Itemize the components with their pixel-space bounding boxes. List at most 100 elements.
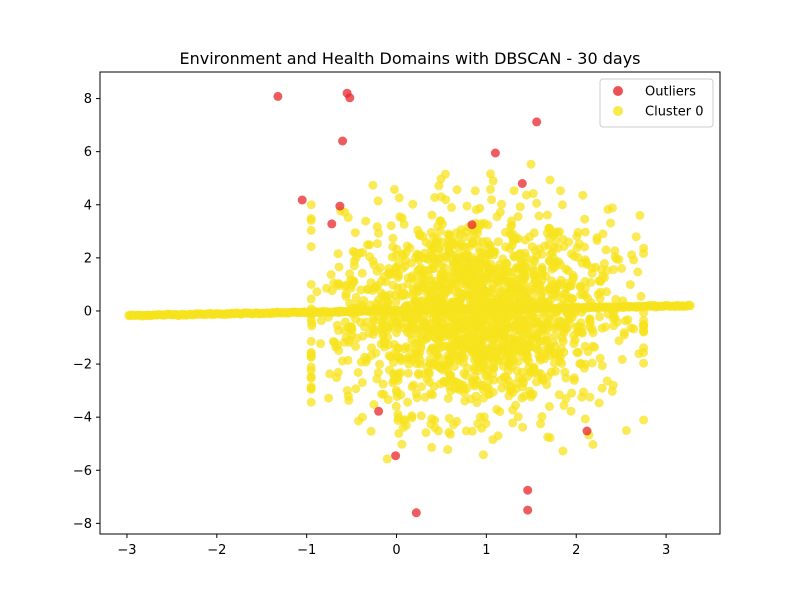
cluster-0-point xyxy=(639,415,649,425)
cluster-0-point xyxy=(578,304,588,314)
cluster-0-point xyxy=(621,316,630,326)
cluster-0-point xyxy=(401,342,411,352)
cluster-0-point xyxy=(350,314,360,324)
cluster-0-point xyxy=(508,343,518,353)
cluster-0-point xyxy=(500,329,510,339)
x-tick-label: 0 xyxy=(392,543,400,558)
cluster-0-point xyxy=(529,266,539,276)
cluster-0-point xyxy=(443,445,453,455)
cluster-0-point xyxy=(444,235,454,245)
cluster-0-point xyxy=(472,325,482,335)
cluster-0-point xyxy=(382,454,392,464)
points-layer xyxy=(124,88,695,518)
cluster-0-point xyxy=(523,372,532,382)
cluster-0-point xyxy=(426,227,436,237)
cluster-0-point xyxy=(530,246,540,256)
cluster-0-point xyxy=(366,351,376,360)
cluster-0-point xyxy=(421,428,431,438)
cluster-0-point xyxy=(431,315,441,325)
cluster-0-point xyxy=(513,292,523,301)
cluster-0-point xyxy=(512,366,522,376)
cluster-0-point xyxy=(461,278,471,288)
cluster-0-point xyxy=(401,303,411,313)
cluster-0-point xyxy=(369,400,379,409)
cluster-0-point xyxy=(312,287,322,297)
cluster-0-point xyxy=(514,373,524,383)
cluster-0-point xyxy=(639,347,649,357)
cluster-0-point xyxy=(631,232,641,242)
cluster-0-point xyxy=(353,368,363,377)
cluster-0-point xyxy=(505,244,515,253)
outlier-point xyxy=(391,451,401,461)
cluster-0-point xyxy=(554,349,563,359)
cluster-0-point xyxy=(334,308,344,318)
legend-label-cluster-0: Cluster 0 xyxy=(645,105,704,120)
cluster-0-point xyxy=(441,195,451,205)
cluster-0-point xyxy=(368,180,378,190)
cluster-0-point xyxy=(603,205,613,214)
cluster-0-point xyxy=(412,393,422,403)
cluster-0-point xyxy=(610,305,620,315)
cluster-0-point xyxy=(366,426,376,436)
outlier-point xyxy=(523,505,533,515)
cluster-0-point xyxy=(373,196,383,206)
cluster-0-point xyxy=(391,297,401,307)
cluster-0-point xyxy=(597,383,607,393)
cluster-0-point xyxy=(564,237,574,247)
cluster-0-point xyxy=(410,296,420,306)
y-tick-label: −6 xyxy=(73,464,92,479)
cluster-0-point xyxy=(372,222,382,232)
cluster-0-point xyxy=(501,276,511,286)
cluster-0-point xyxy=(499,335,509,345)
outlier-point xyxy=(582,426,592,436)
cluster-0-point xyxy=(344,396,354,405)
y-tick-label: 8 xyxy=(84,92,92,107)
cluster-0-point xyxy=(470,365,480,375)
cluster-0-point xyxy=(367,343,376,353)
cluster-0-point xyxy=(357,378,367,387)
cluster-0-point xyxy=(580,277,590,286)
cluster-0-point xyxy=(511,263,521,272)
cluster-0-point xyxy=(351,384,361,394)
cluster-0-point xyxy=(428,260,438,270)
cluster-0-point xyxy=(519,311,529,321)
cluster-0-point xyxy=(407,335,417,345)
cluster-0-point xyxy=(392,392,402,401)
cluster-0-point xyxy=(614,336,624,346)
cluster-0-point xyxy=(417,315,427,325)
cluster-0-point xyxy=(569,273,579,283)
cluster-0-point xyxy=(522,285,532,295)
cluster-0-point xyxy=(403,368,413,378)
cluster-0-point xyxy=(559,400,569,410)
cluster-0-point xyxy=(488,297,498,307)
cluster-0-point xyxy=(426,275,436,285)
cluster-0-point xyxy=(567,388,577,398)
cluster-0-point xyxy=(542,332,552,342)
cluster-0-point xyxy=(476,220,486,230)
cluster-0-point xyxy=(459,353,469,363)
cluster-0-point xyxy=(393,416,403,425)
cluster-0-point xyxy=(332,373,342,383)
cluster-0-point xyxy=(574,322,584,332)
cluster-0-point xyxy=(577,392,587,402)
cluster-0-point xyxy=(352,333,362,343)
x-tick-label: 2 xyxy=(572,543,580,558)
legend-marker-cluster-0 xyxy=(613,106,623,116)
legend-label-outliers: Outliers xyxy=(645,85,696,100)
cluster-0-point xyxy=(316,316,326,326)
cluster-0-point xyxy=(511,384,521,394)
cluster-0-point xyxy=(488,280,498,289)
cluster-0-point xyxy=(358,302,368,312)
outlier-point xyxy=(297,195,307,205)
x-tick-label: −2 xyxy=(207,543,226,558)
cluster-0-point xyxy=(439,275,449,285)
cluster-0-point xyxy=(573,227,583,237)
cluster-0-point xyxy=(526,392,536,402)
cluster-0-point xyxy=(436,174,446,184)
cluster-0-point xyxy=(411,307,420,317)
cluster-0-point xyxy=(617,354,627,364)
cluster-0-point xyxy=(351,292,361,302)
cluster-0-point xyxy=(538,287,548,297)
cluster-0-point xyxy=(558,446,568,456)
cluster-0-point xyxy=(504,267,514,277)
